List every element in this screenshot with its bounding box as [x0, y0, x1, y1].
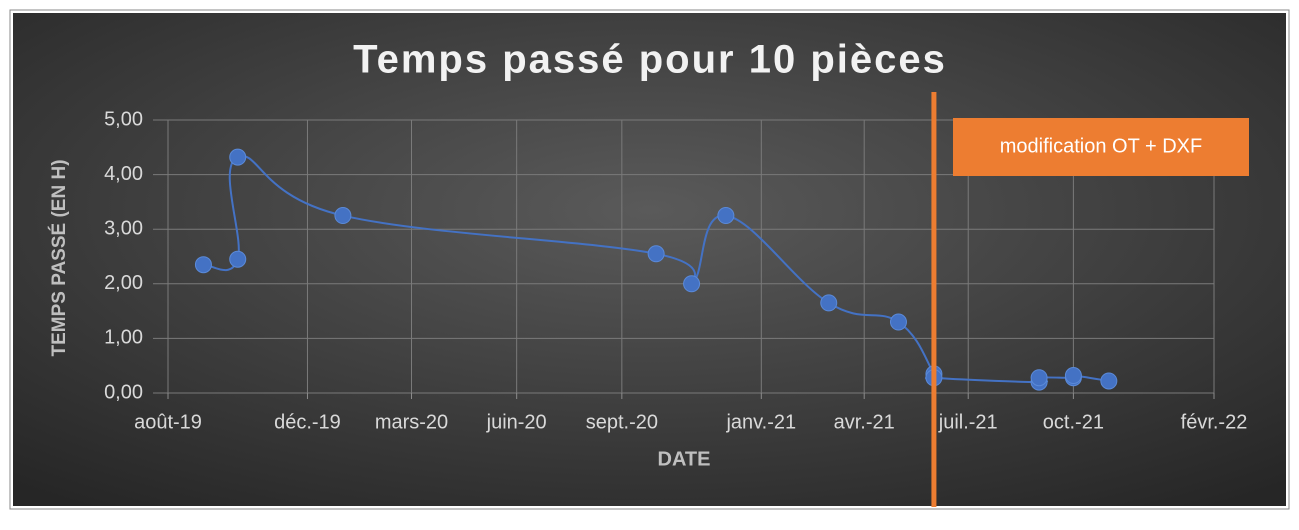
- data-point: [1100, 372, 1118, 390]
- x-tick-label: juin-20: [486, 411, 547, 433]
- y-tick-label: 3,00: [104, 217, 143, 239]
- x-tick-label: mars-20: [375, 411, 448, 433]
- x-tick-label: sept.-20: [586, 411, 658, 433]
- y-tick-label: 1,00: [104, 327, 143, 349]
- data-point: [1064, 367, 1082, 385]
- annotation-box: [953, 118, 1249, 176]
- x-axis-label: DATE: [658, 448, 711, 470]
- x-tick-label: juil.-21: [938, 411, 998, 433]
- data-point: [334, 207, 352, 225]
- x-tick-label: févr.-22: [1181, 411, 1248, 433]
- data-point: [889, 313, 907, 331]
- x-tick-label: août-19: [134, 411, 202, 433]
- x-tick-label: janv.-21: [725, 411, 796, 433]
- data-point: [229, 148, 247, 166]
- x-tick-label: avr.-21: [834, 411, 895, 433]
- data-point: [194, 256, 212, 274]
- y-tick-label: 5,00: [104, 108, 143, 130]
- y-axis-label: TEMPS PASSÉ (EN H): [48, 159, 70, 356]
- y-tick-label: 4,00: [104, 163, 143, 185]
- data-point: [229, 250, 247, 268]
- x-tick-label: déc.-19: [274, 411, 341, 433]
- chart-title: Temps passé pour 10 pièces: [353, 38, 947, 82]
- x-tick-label: oct.-21: [1043, 411, 1104, 433]
- data-point: [717, 207, 735, 225]
- data-point: [820, 294, 838, 312]
- annotation-text: modification OT + DXF: [1000, 135, 1202, 157]
- y-tick-label: 0,00: [104, 381, 143, 403]
- data-point: [683, 275, 701, 293]
- data-point: [647, 245, 665, 263]
- y-tick-label: 2,00: [104, 272, 143, 294]
- data-point: [1030, 369, 1048, 387]
